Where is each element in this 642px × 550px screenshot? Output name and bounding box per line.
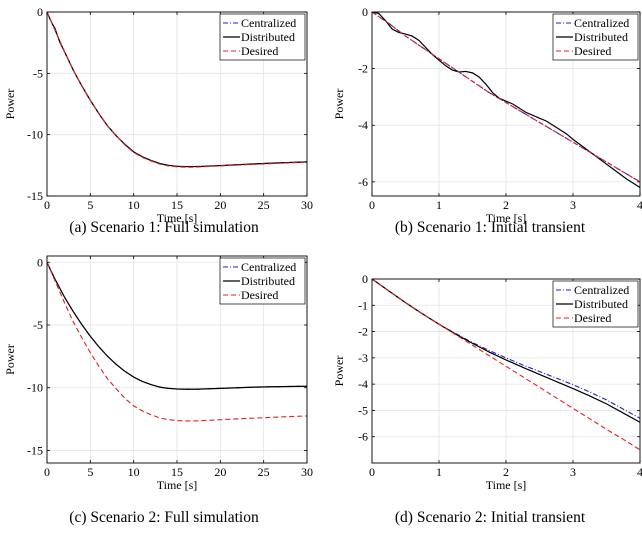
y-axis-label: Power xyxy=(332,89,346,120)
y-tick-label: -5 xyxy=(358,403,368,417)
x-tick-label: 1 xyxy=(436,198,442,212)
subfigure-caption: (c) Scenario 2: Full simulation xyxy=(69,509,259,526)
x-tick-label: 3 xyxy=(570,198,576,212)
x-tick-label: 15 xyxy=(171,465,183,479)
y-tick-label: -6 xyxy=(358,175,368,189)
legend-entry: Centralized xyxy=(574,16,629,30)
x-tick-label: 5 xyxy=(87,465,93,479)
chart-panel-1: 0 1 2 3 4 0 -2 -4 -6 Time [s] Power CentralizedDist… xyxy=(332,5,642,236)
x-tick-label: 20 xyxy=(214,198,226,212)
y-tick-label: -2 xyxy=(358,325,368,339)
y-tick-label: -10 xyxy=(27,381,43,395)
x-tick-label: 30 xyxy=(301,465,313,479)
chart-panel-2: 0 5 10 15 20 25 30 0 -5 -10 -15 Time [s] Power Centra… xyxy=(3,255,313,526)
plot-frame xyxy=(46,11,308,197)
x-tick-label: 4 xyxy=(637,465,642,479)
x-tick-label: 3 xyxy=(570,465,576,479)
y-tick-label: -5 xyxy=(33,318,43,332)
x-tick-label: 5 xyxy=(87,198,93,212)
legend-entry: Distributed xyxy=(241,30,295,44)
x-tick-label: 20 xyxy=(214,465,226,479)
legend-entry: Desired xyxy=(574,44,611,58)
subfigure-caption: (a) Scenario 1: Full simulation xyxy=(69,219,259,236)
x-tick-label: 4 xyxy=(637,198,642,212)
subfigure-caption: (b) Scenario 1: Initial transient xyxy=(395,219,586,236)
x-tick-label: 30 xyxy=(301,198,313,212)
plot-frame xyxy=(371,278,641,464)
legend-entry: Desired xyxy=(574,311,611,325)
legend-entry: Centralized xyxy=(574,283,629,297)
series-line-distributed xyxy=(372,279,640,423)
y-tick-label: -5 xyxy=(33,66,43,80)
y-tick-label: -3 xyxy=(358,351,368,365)
x-tick-label: 25 xyxy=(258,465,270,479)
x-tick-label: 2 xyxy=(503,198,509,212)
series-line-distributed xyxy=(372,12,640,189)
legend-entry: Distributed xyxy=(574,30,628,44)
chart-panel-0: 0 5 10 15 20 25 30 0 -5 -10 -15 Time [s] Power Centra… xyxy=(3,5,313,236)
y-axis-label: Power xyxy=(332,356,346,387)
series-line-distributed xyxy=(47,12,307,168)
y-tick-label: -15 xyxy=(27,443,43,457)
subfigure-caption: (d) Scenario 2: Initial transient xyxy=(395,509,586,526)
series-line-desired xyxy=(372,12,640,183)
x-tick-label: 1 xyxy=(436,465,442,479)
y-tick-label: -6 xyxy=(358,430,368,444)
x-tick-label: 0 xyxy=(369,198,375,212)
series-line-distributed xyxy=(47,262,307,390)
x-tick-label: 15 xyxy=(171,198,183,212)
y-tick-label: 0 xyxy=(37,5,43,19)
y-tick-label: -4 xyxy=(358,377,368,391)
x-tick-label: 10 xyxy=(128,198,140,212)
series-line-desired xyxy=(372,279,640,451)
y-tick-label: 0 xyxy=(362,5,368,19)
x-axis-label: Time [s] xyxy=(157,211,198,225)
plot-frame xyxy=(371,11,641,197)
plot-frame xyxy=(46,255,308,464)
legend-entry: Distributed xyxy=(574,297,628,311)
x-tick-label: 10 xyxy=(128,465,140,479)
series-line-desired xyxy=(47,12,307,168)
series-line-desired xyxy=(47,262,307,422)
legend-entry: Centralized xyxy=(241,260,296,274)
x-tick-label: 0 xyxy=(369,465,375,479)
x-tick-label: 0 xyxy=(44,198,50,212)
x-axis-label: Time [s] xyxy=(157,478,198,492)
x-tick-label: 2 xyxy=(503,465,509,479)
y-tick-label: -15 xyxy=(27,189,43,203)
y-tick-label: 0 xyxy=(362,272,368,286)
x-axis-label: Time [s] xyxy=(486,211,527,225)
y-tick-label: -4 xyxy=(358,118,368,132)
x-tick-label: 0 xyxy=(44,465,50,479)
legend-entry: Distributed xyxy=(241,274,295,288)
legend-entry: Desired xyxy=(241,44,278,58)
y-tick-label: -10 xyxy=(27,128,43,142)
legend-entry: Centralized xyxy=(241,16,296,30)
y-tick-label: -1 xyxy=(358,298,368,312)
legend-entry: Desired xyxy=(241,288,278,302)
chart-panel-3: 0 1 2 3 4 0 -1 -2 -3 -4 -5 -6 Time [s] Power Centraliz… xyxy=(332,272,642,526)
x-tick-label: 25 xyxy=(258,198,270,212)
x-axis-label: Time [s] xyxy=(486,478,527,492)
y-tick-label: -2 xyxy=(358,62,368,76)
y-axis-label: Power xyxy=(3,344,17,375)
y-tick-label: 0 xyxy=(37,255,43,269)
y-axis-label: Power xyxy=(3,89,17,120)
